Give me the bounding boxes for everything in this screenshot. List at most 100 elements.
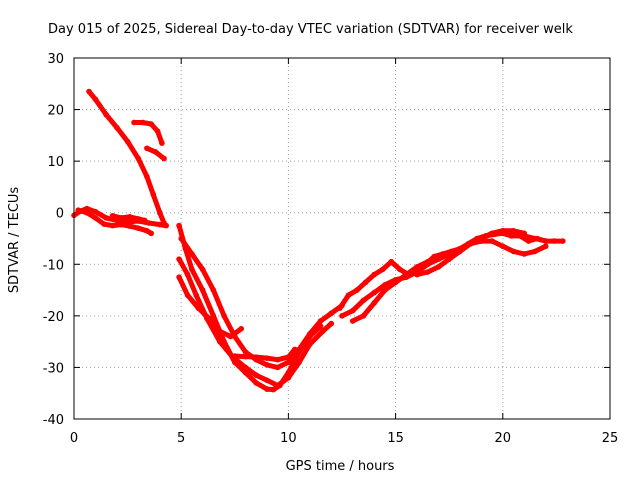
data-point (126, 214, 133, 220)
data-point (478, 235, 485, 242)
data-point (232, 353, 238, 359)
data-point (242, 364, 249, 371)
data-point (242, 353, 249, 360)
data-point (92, 96, 99, 103)
data-point (328, 310, 335, 317)
data-point (193, 292, 200, 299)
data-point (532, 248, 538, 255)
data-point (184, 292, 191, 299)
data-point (403, 271, 410, 278)
y-tick-label: 0 (56, 207, 64, 222)
y-tick-label: -40 (43, 413, 64, 428)
data-point (210, 313, 217, 319)
data-point (371, 289, 377, 296)
x-tick-label: 5 (177, 431, 185, 446)
data-point (163, 222, 169, 229)
data-point (86, 88, 92, 95)
data-point (264, 386, 270, 392)
series-track-1 (86, 89, 167, 226)
series-track-5 (75, 207, 154, 236)
data-point (195, 305, 202, 311)
x-tick-label: 15 (387, 431, 404, 446)
data-point (307, 331, 313, 337)
data-point (253, 354, 260, 360)
data-point (424, 258, 431, 265)
data-point (388, 258, 395, 265)
y-tick-label: -20 (43, 310, 64, 325)
data-point (489, 230, 495, 237)
data-point (392, 279, 399, 286)
data-point (109, 222, 116, 229)
data-point (148, 121, 154, 127)
data-point (148, 230, 154, 237)
data-point (510, 230, 517, 237)
data-point (414, 264, 420, 270)
data-point (242, 349, 249, 355)
data-point (109, 213, 116, 219)
data-point (184, 271, 191, 278)
data-point (189, 266, 195, 273)
data-point (206, 315, 212, 322)
x-tick-label: 20 (495, 431, 512, 446)
y-tick-label: 10 (47, 155, 64, 170)
data-point (360, 313, 367, 319)
data-point (270, 386, 277, 393)
data-point (274, 364, 281, 371)
data-point (521, 233, 528, 239)
data-point (161, 155, 167, 162)
data-point (199, 287, 206, 293)
x-tick-label: 0 (70, 431, 78, 446)
data-point (446, 256, 453, 262)
data-point (542, 243, 549, 250)
data-point (379, 266, 386, 273)
axis-ticks: 0 5 10 15 20 25 -40 -30 -20 -10 0 10 20 30 (43, 52, 619, 446)
data-point (532, 235, 538, 242)
data-point (339, 313, 345, 319)
data-point (360, 297, 367, 304)
data-point (146, 220, 152, 226)
data-point (264, 377, 270, 384)
data-point (371, 271, 377, 278)
data-point (75, 207, 82, 213)
data-point (349, 318, 356, 324)
data-point (253, 372, 260, 378)
data-point (156, 221, 163, 228)
data-point (307, 341, 313, 348)
y-tick-label: -30 (43, 361, 64, 376)
data-point (210, 287, 217, 293)
y-tick-label: -10 (43, 258, 64, 273)
series-track-7 (176, 223, 324, 393)
data-point (92, 215, 99, 221)
data-point (156, 209, 163, 216)
data-point (118, 221, 124, 228)
data-point (435, 256, 442, 262)
data-point (274, 356, 281, 363)
data-point (150, 191, 157, 198)
data-point (114, 124, 120, 131)
data-point (232, 333, 238, 340)
chart-title: Day 015 of 2025, Sidereal Day-to-day VTE… (48, 22, 573, 37)
data-point (135, 155, 142, 162)
data-point (285, 354, 292, 360)
data-point (101, 221, 107, 227)
data-point (144, 173, 150, 180)
plot-frame (73, 57, 611, 420)
y-tick-label: 20 (47, 104, 64, 119)
data-point (560, 238, 566, 244)
data-point (221, 313, 227, 319)
data-point (118, 215, 124, 221)
data-point (317, 318, 324, 324)
data-point (135, 225, 142, 231)
data-point (154, 128, 161, 135)
data-point (510, 248, 517, 255)
data-point (144, 145, 150, 152)
data-point (274, 382, 281, 389)
data-point (176, 274, 182, 280)
data-point (542, 238, 549, 244)
data-point (551, 238, 558, 244)
data-point (362, 279, 369, 286)
data-point (126, 223, 133, 229)
data-point (414, 271, 420, 278)
data-point (382, 287, 388, 293)
data-point (238, 325, 245, 332)
